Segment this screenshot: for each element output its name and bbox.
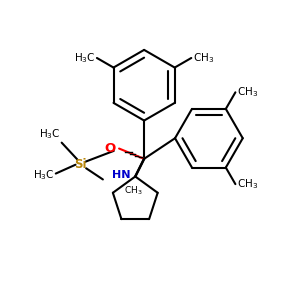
Text: H$_3$C: H$_3$C — [74, 51, 95, 65]
Text: H$_3$C: H$_3$C — [39, 127, 61, 141]
Text: CH$_3$: CH$_3$ — [237, 177, 258, 191]
Text: CH$_3$: CH$_3$ — [193, 51, 214, 65]
Text: HN: HN — [112, 170, 131, 180]
Text: O: O — [104, 142, 116, 155]
Text: Si: Si — [75, 158, 87, 171]
Text: CH$_3$: CH$_3$ — [124, 185, 143, 197]
Text: H$_3$C: H$_3$C — [33, 168, 55, 182]
Text: CH$_3$: CH$_3$ — [237, 85, 258, 99]
